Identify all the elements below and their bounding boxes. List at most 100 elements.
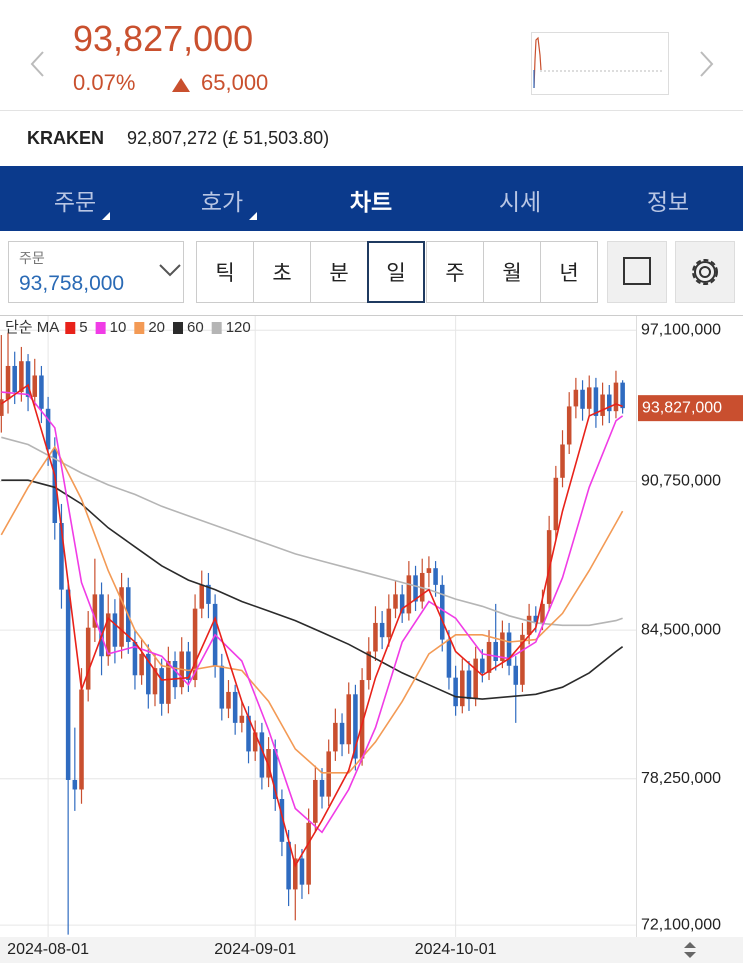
candle-body [0, 399, 4, 416]
candle-body [159, 668, 164, 704]
candle-body [326, 751, 331, 797]
legend-swatch [173, 322, 183, 334]
sparkline [533, 36, 542, 89]
exchange-name: KRAKEN [27, 128, 105, 148]
exchange-price: 92,807,272 (£ 51,503.80) [127, 128, 330, 148]
scroll-down[interactable] [684, 952, 696, 958]
candle-body [526, 615, 532, 635]
candle-body [79, 689, 84, 790]
period-button[interactable]: 월 [483, 241, 541, 303]
candle-body [540, 603, 545, 623]
candle-body [473, 658, 478, 700]
candle-body [366, 651, 372, 681]
candle-body [379, 622, 385, 638]
x-tick-label: 2024-10-01 [415, 941, 497, 958]
candle-body [439, 584, 445, 640]
candle-body [72, 779, 78, 790]
period-button[interactable]: 분 [310, 241, 368, 303]
candle-body [386, 608, 392, 638]
x-tick-label: 2024-09-01 [214, 941, 296, 958]
y-tick-label: 97,100,000 [641, 321, 721, 338]
chart-type-button[interactable] [607, 241, 667, 303]
candle-body [19, 361, 24, 393]
legend-swatch [211, 322, 222, 334]
sparkline-box [531, 32, 669, 95]
candle-body [259, 732, 265, 778]
next-arrow[interactable] [700, 51, 714, 77]
y-tick-label: 84,500,000 [641, 621, 721, 638]
legend-label: 120 [226, 319, 251, 336]
candle-body [466, 670, 472, 700]
candle-body [346, 694, 352, 745]
period-button[interactable]: 주 [426, 241, 484, 303]
candle-body [99, 594, 104, 657]
candle-body [299, 858, 305, 885]
candle-body [206, 584, 211, 604]
chart: 97,100,000 90,750,000 84,500,000 78,250,000… [0, 316, 743, 963]
prev-arrow[interactable] [30, 51, 44, 77]
candle-body [553, 477, 559, 531]
candle-body [613, 382, 619, 412]
legend-swatch [95, 322, 106, 334]
candle-body [493, 641, 498, 661]
candle-body [353, 694, 358, 759]
up-triangle [172, 78, 190, 92]
candle-body [172, 661, 178, 688]
ma-line [1, 479, 624, 700]
period-button[interactable]: 초 [253, 241, 311, 303]
candle-body [593, 387, 599, 416]
candle-body [446, 639, 452, 678]
order-price: 93,758,000 [19, 272, 125, 295]
candle-body [399, 594, 405, 614]
candle-body [580, 389, 585, 409]
ma-line [1, 391, 624, 834]
period-button[interactable]: 틱 [196, 241, 254, 303]
candle-body [139, 653, 144, 676]
candle-body [426, 568, 432, 573]
candle-body [339, 722, 345, 745]
tab[interactable]: 정보 [646, 189, 690, 215]
tab[interactable]: 시세 [498, 189, 542, 215]
candle-body [486, 641, 492, 673]
candle-body [453, 677, 458, 707]
tab-selected[interactable]: 차트 [349, 189, 393, 215]
last-price-label: 93,827,000 [642, 399, 722, 416]
candle-body [600, 394, 605, 416]
candle-body [12, 365, 17, 393]
legend-swatch [65, 322, 76, 334]
candle-body [500, 632, 505, 661]
settings-button[interactable] [675, 241, 735, 303]
candle-body [166, 661, 171, 704]
candle-body [566, 406, 572, 445]
tab[interactable]: 호가 [200, 189, 244, 215]
candle-body [373, 622, 378, 652]
tab[interactable]: 주문 [53, 189, 97, 215]
order-select[interactable]: 주문 93,758,000 [8, 241, 184, 303]
candle-body [119, 587, 124, 647]
period-button[interactable]: 년 [540, 241, 598, 303]
scroll-up[interactable] [684, 942, 696, 948]
candle-body [246, 715, 251, 752]
candle-body [132, 641, 138, 676]
candle-body [192, 608, 198, 681]
gear-icon [692, 259, 718, 285]
candle-body [293, 858, 298, 890]
candle-body [92, 594, 98, 628]
candle-body [286, 841, 291, 890]
candle-body [586, 387, 592, 409]
candle-body [533, 615, 539, 623]
change-percent: 0.07% [73, 70, 136, 95]
nav-bar: 주문 호가 차트 시세 정보 [0, 166, 743, 231]
y-tick-label: 72,100,000 [641, 916, 721, 933]
x-axis-strip [0, 937, 743, 963]
candle-body [279, 799, 285, 842]
candle-body [65, 589, 71, 780]
legend-label: 20 [148, 319, 165, 336]
period-button-selected[interactable]: 일 [367, 241, 425, 303]
candle-body [306, 822, 311, 885]
candle-body [85, 627, 91, 690]
candle-body [480, 658, 485, 673]
candle-body [232, 691, 238, 723]
last-price-tag [638, 395, 743, 422]
